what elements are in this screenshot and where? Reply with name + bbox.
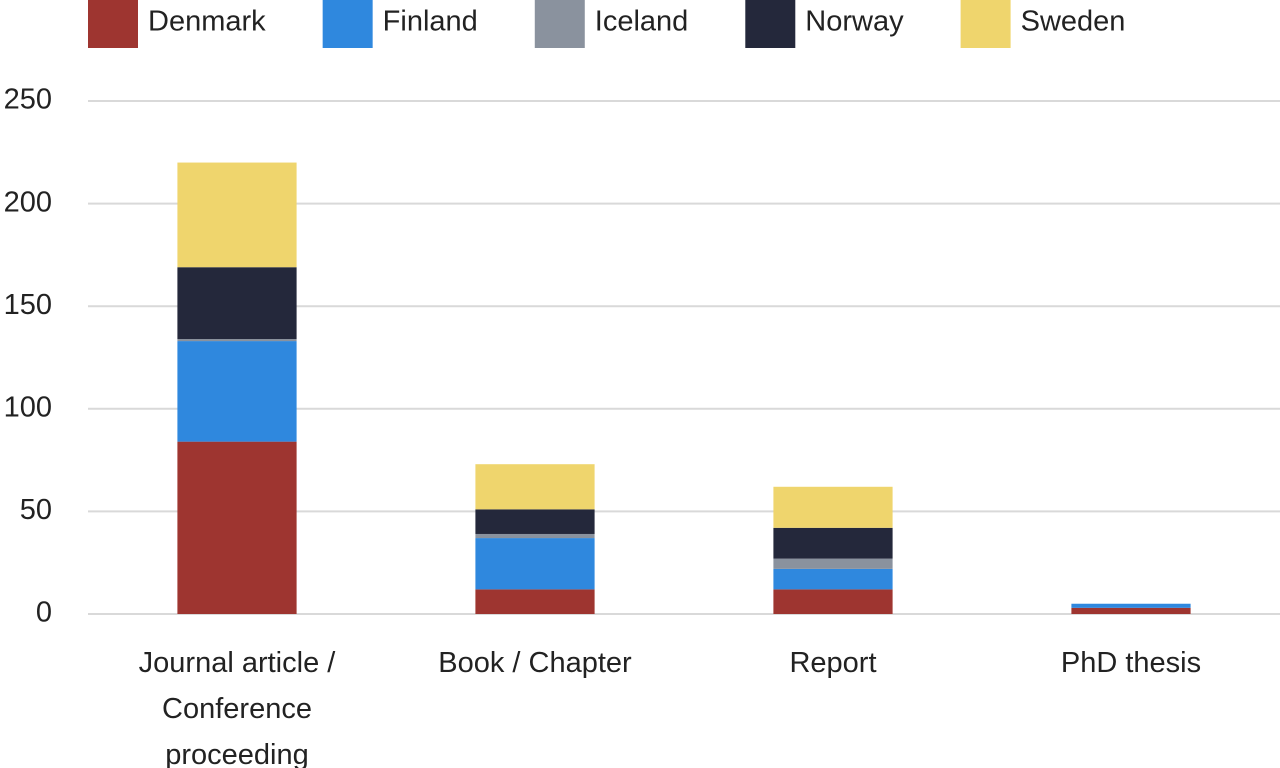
legend-swatch (88, 0, 138, 48)
legend-label: Iceland (595, 6, 689, 38)
bar-segment (177, 339, 297, 342)
y-tick-label: 200 (4, 186, 52, 218)
bar-segment (773, 486, 893, 528)
x-tick-label: PhD thesis (1060, 647, 1202, 679)
bar-segment (1071, 603, 1191, 608)
y-tick-label: 100 (4, 391, 52, 423)
bar-segment (475, 464, 595, 510)
bar-segment (475, 509, 595, 534)
legend-label: Denmark (148, 6, 266, 38)
bar-segment (475, 538, 595, 590)
legend-label: Sweden (1021, 6, 1126, 38)
bar-segment (475, 533, 595, 539)
x-tick-label: Book / Chapter (438, 647, 632, 679)
bar-segment (773, 558, 893, 569)
legend-swatch (322, 0, 373, 48)
bar-segment (177, 341, 297, 442)
bar-segment (1071, 607, 1191, 614)
x-tick-label: Journal article / Conference proceeding (138, 647, 336, 768)
bar-segment (177, 267, 297, 340)
x-tick-label: Report (789, 647, 877, 679)
legend-label: Norway (805, 6, 904, 38)
y-tick-label: 50 (20, 494, 52, 526)
bar-segment (177, 441, 297, 614)
bar-segment (177, 162, 297, 268)
y-tick-label: 250 (4, 84, 52, 116)
legend-swatch (960, 0, 1011, 48)
y-tick-label: 150 (4, 289, 52, 321)
bar-segment (773, 568, 893, 590)
y-tick-label: 0 (36, 597, 52, 629)
legend-label: Finland (383, 6, 478, 38)
bar-segment (475, 589, 595, 614)
bar-segment (773, 527, 893, 559)
bar-segment (773, 589, 893, 614)
legend-swatch (745, 0, 796, 48)
legend-swatch (534, 0, 585, 48)
